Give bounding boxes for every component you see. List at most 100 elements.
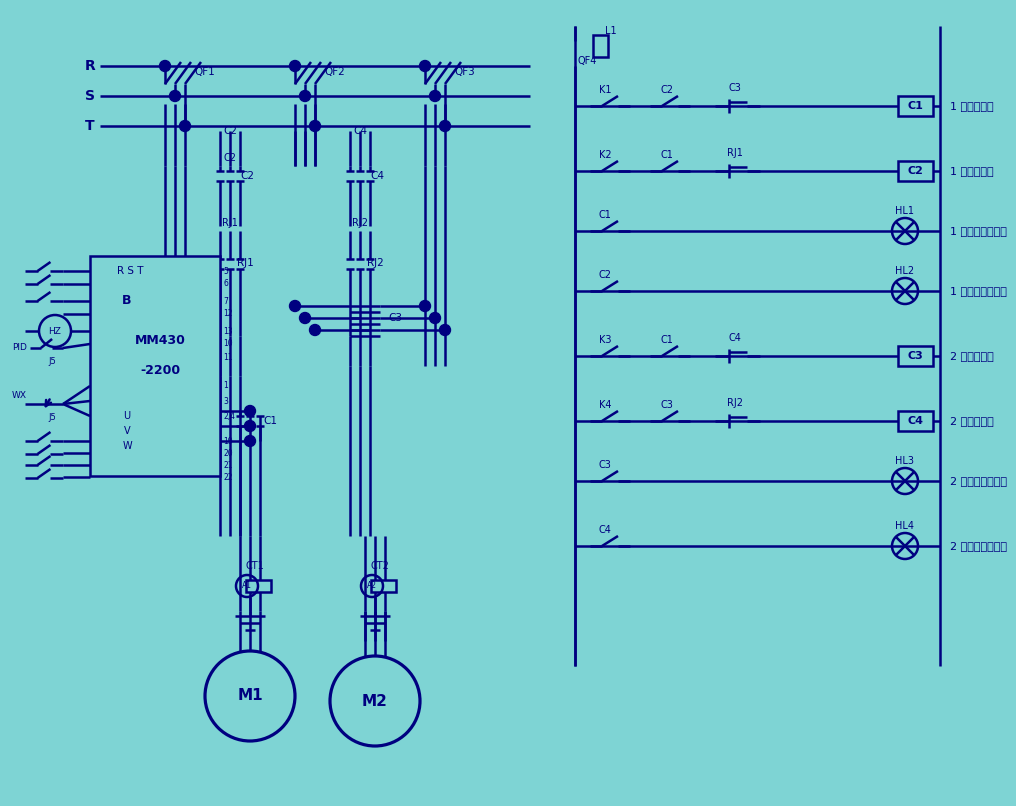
Text: HL2: HL2 xyxy=(895,266,914,276)
Text: WX: WX xyxy=(12,392,27,401)
Text: C4: C4 xyxy=(353,126,367,136)
Text: 2 号变频运行: 2 号变频运行 xyxy=(950,351,994,361)
Text: 22: 22 xyxy=(223,472,233,481)
Bar xyxy=(592,35,608,57)
Text: M2: M2 xyxy=(362,693,388,708)
Circle shape xyxy=(310,121,320,131)
Text: CT2: CT2 xyxy=(371,561,389,571)
Circle shape xyxy=(430,90,441,102)
Text: K4: K4 xyxy=(598,400,612,410)
Text: W: W xyxy=(122,441,132,451)
Text: T: T xyxy=(85,119,94,133)
Text: A1: A1 xyxy=(242,581,252,591)
Bar xyxy=(90,256,220,476)
Circle shape xyxy=(420,60,431,72)
Text: 21: 21 xyxy=(223,460,233,470)
Text: U: U xyxy=(123,411,131,421)
Circle shape xyxy=(245,405,255,417)
Text: 12: 12 xyxy=(223,310,233,318)
Text: 10: 10 xyxy=(223,339,233,348)
Text: V: V xyxy=(124,426,130,436)
Text: HZ: HZ xyxy=(49,326,61,335)
Text: K3: K3 xyxy=(598,335,612,345)
Text: K1: K1 xyxy=(598,85,612,95)
Text: R S T: R S T xyxy=(117,266,143,276)
Circle shape xyxy=(430,313,441,323)
Text: K2: K2 xyxy=(598,150,612,160)
Text: J5: J5 xyxy=(48,356,56,365)
Text: QF1: QF1 xyxy=(195,67,215,77)
Bar xyxy=(897,161,933,181)
Text: C3: C3 xyxy=(388,313,402,323)
Text: 2 号工频运行: 2 号工频运行 xyxy=(950,416,994,426)
Bar xyxy=(246,580,270,592)
Text: C4: C4 xyxy=(728,333,742,343)
Text: CT1: CT1 xyxy=(246,561,264,571)
Text: RJ2: RJ2 xyxy=(367,259,383,268)
Text: S: S xyxy=(85,89,96,103)
Text: B: B xyxy=(122,294,132,308)
Text: C2: C2 xyxy=(223,126,237,136)
Text: 7: 7 xyxy=(223,297,228,305)
Circle shape xyxy=(300,90,311,102)
Text: RJ1: RJ1 xyxy=(237,259,253,268)
Text: C1: C1 xyxy=(660,335,674,345)
Circle shape xyxy=(310,325,320,335)
Circle shape xyxy=(300,313,311,323)
Text: C3: C3 xyxy=(907,351,923,361)
Text: C2: C2 xyxy=(907,166,923,176)
Text: 3: 3 xyxy=(223,397,228,405)
Text: 1 号变频运行: 1 号变频运行 xyxy=(950,101,994,111)
Text: HL3: HL3 xyxy=(895,456,914,466)
Text: -2200: -2200 xyxy=(140,364,180,377)
Bar xyxy=(897,96,933,116)
Text: C1: C1 xyxy=(263,416,277,426)
Text: 2,4: 2,4 xyxy=(223,412,235,421)
Text: L1: L1 xyxy=(605,26,617,36)
Text: 1 号工频运行指示: 1 号工频运行指示 xyxy=(950,286,1007,296)
Circle shape xyxy=(290,60,301,72)
Text: C4: C4 xyxy=(598,525,612,535)
Text: C1: C1 xyxy=(660,150,674,160)
Text: C1: C1 xyxy=(598,210,612,220)
Text: C2: C2 xyxy=(240,171,254,181)
Text: QF3: QF3 xyxy=(454,67,475,77)
Text: 2 号变频运行指示: 2 号变频运行指示 xyxy=(950,476,1007,486)
Text: 5: 5 xyxy=(223,267,228,276)
Bar xyxy=(897,411,933,431)
Text: M1: M1 xyxy=(237,688,263,704)
Circle shape xyxy=(440,325,450,335)
Circle shape xyxy=(160,60,171,72)
Bar xyxy=(371,580,395,592)
Text: 1 号工频运行: 1 号工频运行 xyxy=(950,166,994,176)
Text: RJ2: RJ2 xyxy=(727,398,743,408)
Bar xyxy=(897,346,933,366)
Circle shape xyxy=(420,301,431,311)
Circle shape xyxy=(440,121,450,131)
Text: RJ2: RJ2 xyxy=(352,218,368,228)
Text: 20: 20 xyxy=(223,448,233,458)
Circle shape xyxy=(290,301,301,311)
Text: 11: 11 xyxy=(223,354,233,363)
Text: C1: C1 xyxy=(907,101,923,111)
Text: QF4: QF4 xyxy=(578,56,597,66)
Text: 1 号变频运行指示: 1 号变频运行指示 xyxy=(950,226,1007,236)
Text: R: R xyxy=(84,59,96,73)
Circle shape xyxy=(245,421,255,431)
Text: C4: C4 xyxy=(907,416,923,426)
Text: J5: J5 xyxy=(48,413,56,422)
Text: HL4: HL4 xyxy=(895,521,914,531)
Circle shape xyxy=(170,90,181,102)
Text: 19: 19 xyxy=(223,437,233,446)
Text: MM430: MM430 xyxy=(134,334,186,347)
Text: C3: C3 xyxy=(660,400,674,410)
Text: C3: C3 xyxy=(598,460,612,470)
Circle shape xyxy=(180,121,191,131)
Text: C2: C2 xyxy=(660,85,674,95)
Text: HL1: HL1 xyxy=(895,206,914,216)
Text: 6: 6 xyxy=(223,280,228,289)
Text: 13: 13 xyxy=(223,326,233,335)
Text: RJ1: RJ1 xyxy=(223,218,238,228)
Text: 2 号工频运行指示: 2 号工频运行指示 xyxy=(950,541,1007,551)
Text: C3: C3 xyxy=(728,83,742,93)
